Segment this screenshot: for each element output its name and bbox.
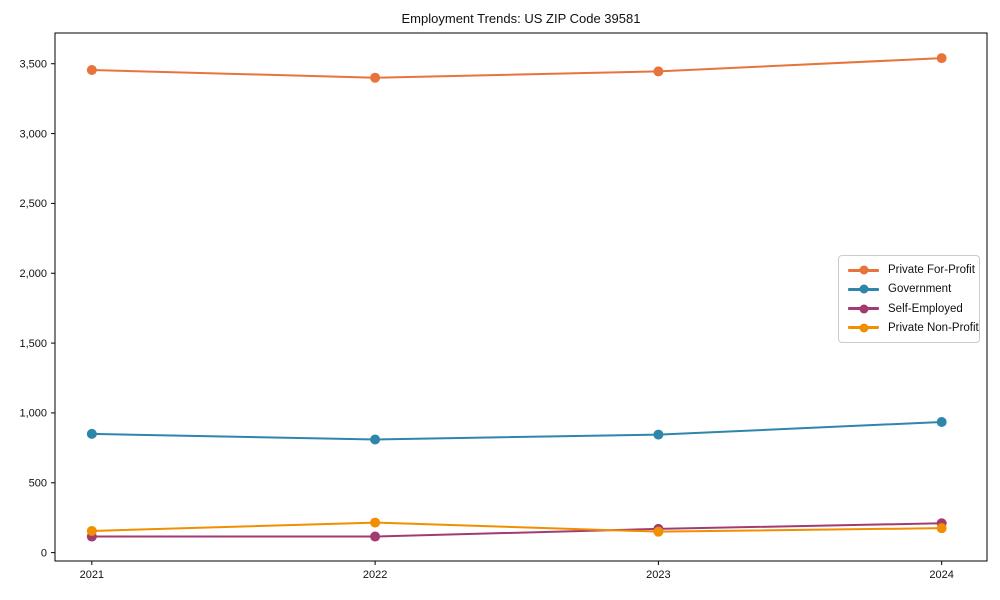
line-private-for-profit — [91, 57, 942, 79]
marker-private-non-profit-2024 — [936, 523, 947, 534]
y-tick-label: 0 — [41, 547, 47, 559]
legend-item-government: Government — [848, 283, 970, 295]
legend-label: Government — [888, 283, 952, 296]
legend-dot-icon — [859, 323, 868, 333]
legend-line-marker-icon — [848, 323, 879, 333]
chart-title: Employment Trends: US ZIP Code 39581 — [401, 11, 641, 26]
legend-line-marker-icon — [848, 265, 879, 275]
y-tick-label: 3,500 — [19, 59, 47, 71]
line-private-non-profit — [91, 521, 942, 533]
legend-item-private-for-profit: Private For-Profit — [848, 264, 975, 276]
line-government — [91, 421, 942, 441]
legend-label: Private For-Profit — [888, 264, 975, 276]
legend: Private For-Profit Government Self-Emplo… — [838, 255, 980, 343]
legend-dot-icon — [859, 284, 868, 294]
marker-private-for-profit-2022 — [370, 72, 381, 83]
x-tick-label: 2022 — [363, 569, 387, 581]
y-tick-label: 2,500 — [19, 198, 47, 210]
marker-private-for-profit-2023 — [653, 66, 664, 77]
marker-self-employed-2022 — [370, 531, 381, 542]
legend-dot-icon — [859, 265, 868, 275]
marker-government-2021 — [86, 428, 97, 439]
marker-private-non-profit-2021 — [86, 525, 97, 536]
marker-private-non-profit-2022 — [370, 517, 381, 528]
x-tick-label: 2021 — [80, 569, 104, 581]
marker-private-non-profit-2023 — [653, 526, 664, 537]
y-tick-label: 1,500 — [19, 338, 47, 350]
axes-frame — [54, 32, 988, 562]
marker-government-2024 — [936, 417, 947, 428]
legend-label: Private Non-Profit — [888, 321, 979, 334]
legend-line-marker-icon — [848, 304, 879, 314]
legend-item-self-employed: Self-Employed — [848, 303, 970, 315]
legend-label: Self-Employed — [888, 302, 963, 315]
legend-item-private-non-profit: Private Non-Profit — [848, 322, 979, 334]
line-self-employed — [91, 522, 942, 538]
y-tick-label: 1,000 — [19, 408, 47, 420]
marker-private-for-profit-2024 — [936, 53, 947, 64]
legend-dot-icon — [859, 304, 868, 314]
marker-private-for-profit-2021 — [86, 65, 97, 76]
legend-line-marker-icon — [848, 284, 879, 294]
x-tick-label: 2024 — [929, 569, 953, 581]
marker-government-2023 — [653, 429, 664, 440]
marker-government-2022 — [370, 434, 381, 445]
x-tick-label: 2023 — [646, 569, 670, 581]
y-tick-label: 2,000 — [19, 268, 47, 280]
y-tick-label: 3,000 — [19, 128, 47, 140]
y-tick-label: 500 — [29, 478, 47, 490]
